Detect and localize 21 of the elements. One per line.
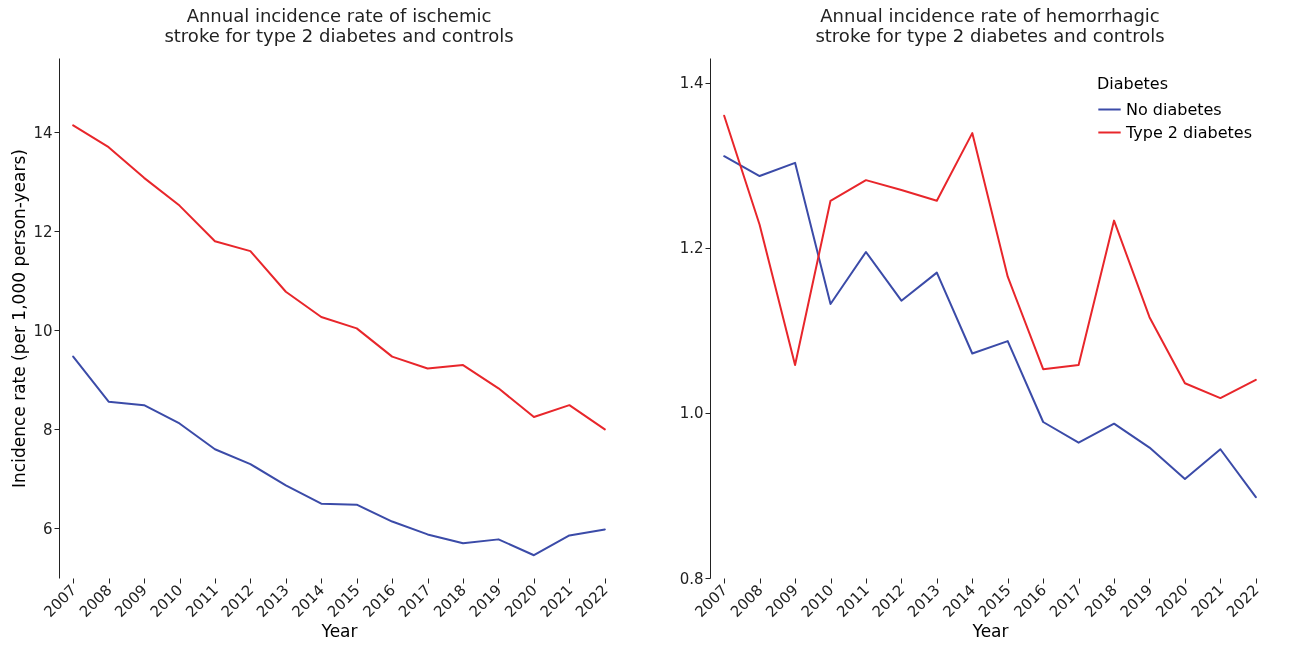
- y-tick-label: 0.8: [679, 569, 704, 588]
- y-tick-label: 1.4: [679, 74, 704, 93]
- x-axis-title: Year: [971, 621, 1009, 642]
- chart-title: Annual incidence rate of ischemic stroke for type 2 diabetes and controls: [164, 5, 514, 46]
- y-axis-title: Incidence rate (per 1,000 person-years): [9, 149, 30, 488]
- y-tick-label: 8: [42, 420, 53, 439]
- y-tick-label: 14: [33, 123, 53, 142]
- line-series: [723, 114, 1257, 400]
- legend-label: Type 2 diabetes: [1125, 122, 1252, 142]
- y-tick-label: 10: [33, 321, 53, 340]
- line-series: [72, 124, 606, 431]
- chart-title: Annual incidence rate of hemorrhagic stroke for type 2 diabetes and controls: [815, 5, 1165, 46]
- y-tick-label: 1.2: [679, 239, 704, 258]
- line-series: [72, 355, 606, 557]
- y-tick-label: 6: [42, 519, 53, 538]
- y-tick-label: 1.0: [679, 404, 704, 423]
- legend-title: Diabetes: [1097, 74, 1169, 93]
- y-tick-label: 12: [33, 222, 53, 241]
- x-axis-title: Year: [320, 621, 358, 642]
- line-series: [723, 155, 1257, 499]
- legend-label: No diabetes: [1126, 99, 1222, 119]
